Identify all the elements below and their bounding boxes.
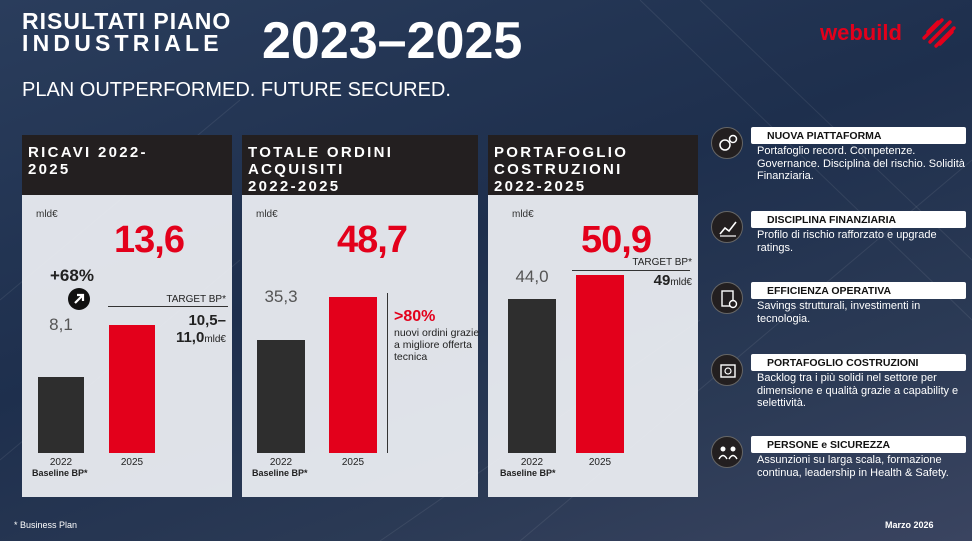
sidebar-item-title: NUOVA PIATTAFORMA — [751, 127, 966, 144]
bar-value-label-2025: 50,9 — [581, 219, 652, 261]
target-value-number: 49 — [653, 272, 671, 289]
document-check-icon — [711, 282, 743, 314]
sidebar-item-text: Portafoglio record. Competenze. Governan… — [757, 145, 965, 182]
sidebar-item-text: Backlog tra i più solidi nel settore per… — [757, 372, 959, 409]
up-arrow-icon — [68, 288, 90, 310]
panel-ordini-title-line3: 2022-2025 — [248, 178, 341, 195]
gears-icon — [711, 127, 743, 159]
unit-label: mld€ — [36, 209, 58, 220]
bar-2025 — [576, 274, 624, 453]
sidebar-item-text: Profilo di rischio rafforzato e upgrade … — [757, 229, 937, 254]
bar-value-label-2025: 13,6 — [114, 219, 185, 261]
subtitle: PLAN OUTPERFORMED. FUTURE SECURED. — [22, 79, 451, 101]
target-unit: mld€ — [670, 277, 692, 288]
panel-ordini-header: TOTALE ORDINI ACQUISITI 2022-2025 — [242, 135, 478, 195]
title-line2: INDUSTRIALE — [22, 30, 223, 56]
growth-label: +68% — [50, 266, 94, 285]
sidebar-item-title: DISCIPLINA FINANZIARIA — [751, 211, 966, 228]
bar-2025 — [329, 297, 377, 453]
portfolio-icon — [711, 354, 743, 386]
x-label-2022: 2022 — [269, 457, 293, 468]
chart-glyph-icon — [719, 221, 737, 237]
panel-ricavi-title: RICAVI 2022-2025 — [28, 144, 148, 178]
target-value-line2: 11,0mld€ — [132, 329, 226, 348]
people-glyph-icon — [718, 446, 738, 460]
target-value-line1: 10,5– — [188, 312, 226, 329]
x-label-2025: 2025 — [120, 457, 144, 468]
footer-date: Marzo 2026 — [885, 520, 934, 530]
panel-portafoglio-title-line1: PORTAFOGLIO — [494, 144, 629, 161]
note-text: nuovi ordini grazie a migliore offerta t… — [394, 327, 480, 363]
bar-2022 — [508, 299, 556, 453]
panel-ordini-title-line2: ACQUISITI — [248, 161, 345, 178]
people-icon — [711, 436, 743, 468]
title-label: RISULTATI PIANO INDUSTRIALE — [22, 8, 232, 56]
bar-2022 — [38, 376, 84, 453]
portfolio-glyph-icon — [720, 364, 736, 378]
panel-ordini-title-line1: TOTALE ORDINI — [248, 144, 394, 161]
bracket-line — [387, 293, 388, 453]
panel-ricavi: RICAVI 2022-2025 mld€ 13,6 +68% TARGET B… — [22, 135, 232, 497]
baseline-note: Baseline BP* — [252, 468, 308, 478]
panel-ordini: TOTALE ORDINI ACQUISITI 2022-2025 mld€ 4… — [242, 135, 479, 497]
sidebar-item-title: EFFICIENZA OPERATIVA — [751, 282, 966, 299]
unit-label: mld€ — [512, 209, 534, 220]
bar-2025 — [109, 325, 155, 453]
target-line — [572, 270, 690, 271]
bar-2022 — [257, 340, 305, 453]
target-value2: 11,0 — [175, 329, 205, 346]
panel-portafoglio-header: PORTAFOGLIO COSTRUZIONI 2022-2025 — [488, 135, 698, 195]
document-glyph-icon — [721, 290, 738, 309]
sidebar-item-text: Assunzioni su larga scala, formazione co… — [757, 454, 949, 479]
panel-portafoglio-title-line2: COSTRUZIONI — [494, 161, 623, 178]
unit-label: mld€ — [256, 209, 278, 220]
bar-value-label-2025: 48,7 — [337, 219, 408, 261]
target-value: 10,5– 11,0mld€ — [132, 312, 226, 348]
webuild-logo: webuild — [820, 12, 960, 52]
growth-chart-icon — [711, 211, 743, 243]
title-line1: RISULTATI PIANO — [22, 8, 232, 34]
panel-portafoglio: PORTAFOGLIO COSTRUZIONI 2022-2025 mld€ 5… — [488, 135, 698, 497]
gears-glyph-icon — [719, 134, 738, 151]
x-label-2022: 2022 — [520, 457, 544, 468]
panel-ricavi-header: RICAVI 2022-2025 — [22, 135, 232, 195]
target-value: 49mld€ — [598, 272, 692, 291]
logo-mark-icon — [922, 18, 956, 48]
baseline-note: Baseline BP* — [500, 468, 556, 478]
target-unit: mld€ — [204, 334, 226, 345]
logo-text: webuild — [820, 20, 902, 45]
x-label-2025: 2025 — [341, 457, 365, 468]
title-years: 2023–2025 — [262, 12, 523, 70]
sidebar-item-text: Savings strutturali, investimenti in tec… — [757, 300, 921, 325]
bar-value-label-2022: 44,0 — [515, 267, 549, 286]
target-label: TARGET BP* — [632, 257, 692, 268]
sidebar-item-title: PERSONE e SICUREZZA — [751, 436, 966, 453]
bar-value-label-2022: 8,1 — [49, 315, 73, 334]
bar-value-label-2022: 35,3 — [264, 287, 298, 306]
footer-note: * Business Plan — [14, 520, 78, 530]
panel-portafoglio-title-line3: 2022-2025 — [494, 178, 587, 195]
target-line — [108, 306, 228, 307]
target-label: TARGET BP* — [166, 294, 226, 305]
arrow-glyph-icon — [74, 293, 85, 304]
baseline-note: Baseline BP* — [32, 468, 88, 478]
sidebar-item-title: PORTAFOGLIO COSTRUZIONI — [751, 354, 966, 371]
note-percentage: >80% — [394, 308, 436, 325]
x-label-2022: 2022 — [49, 457, 73, 468]
x-label-2025: 2025 — [588, 457, 612, 468]
